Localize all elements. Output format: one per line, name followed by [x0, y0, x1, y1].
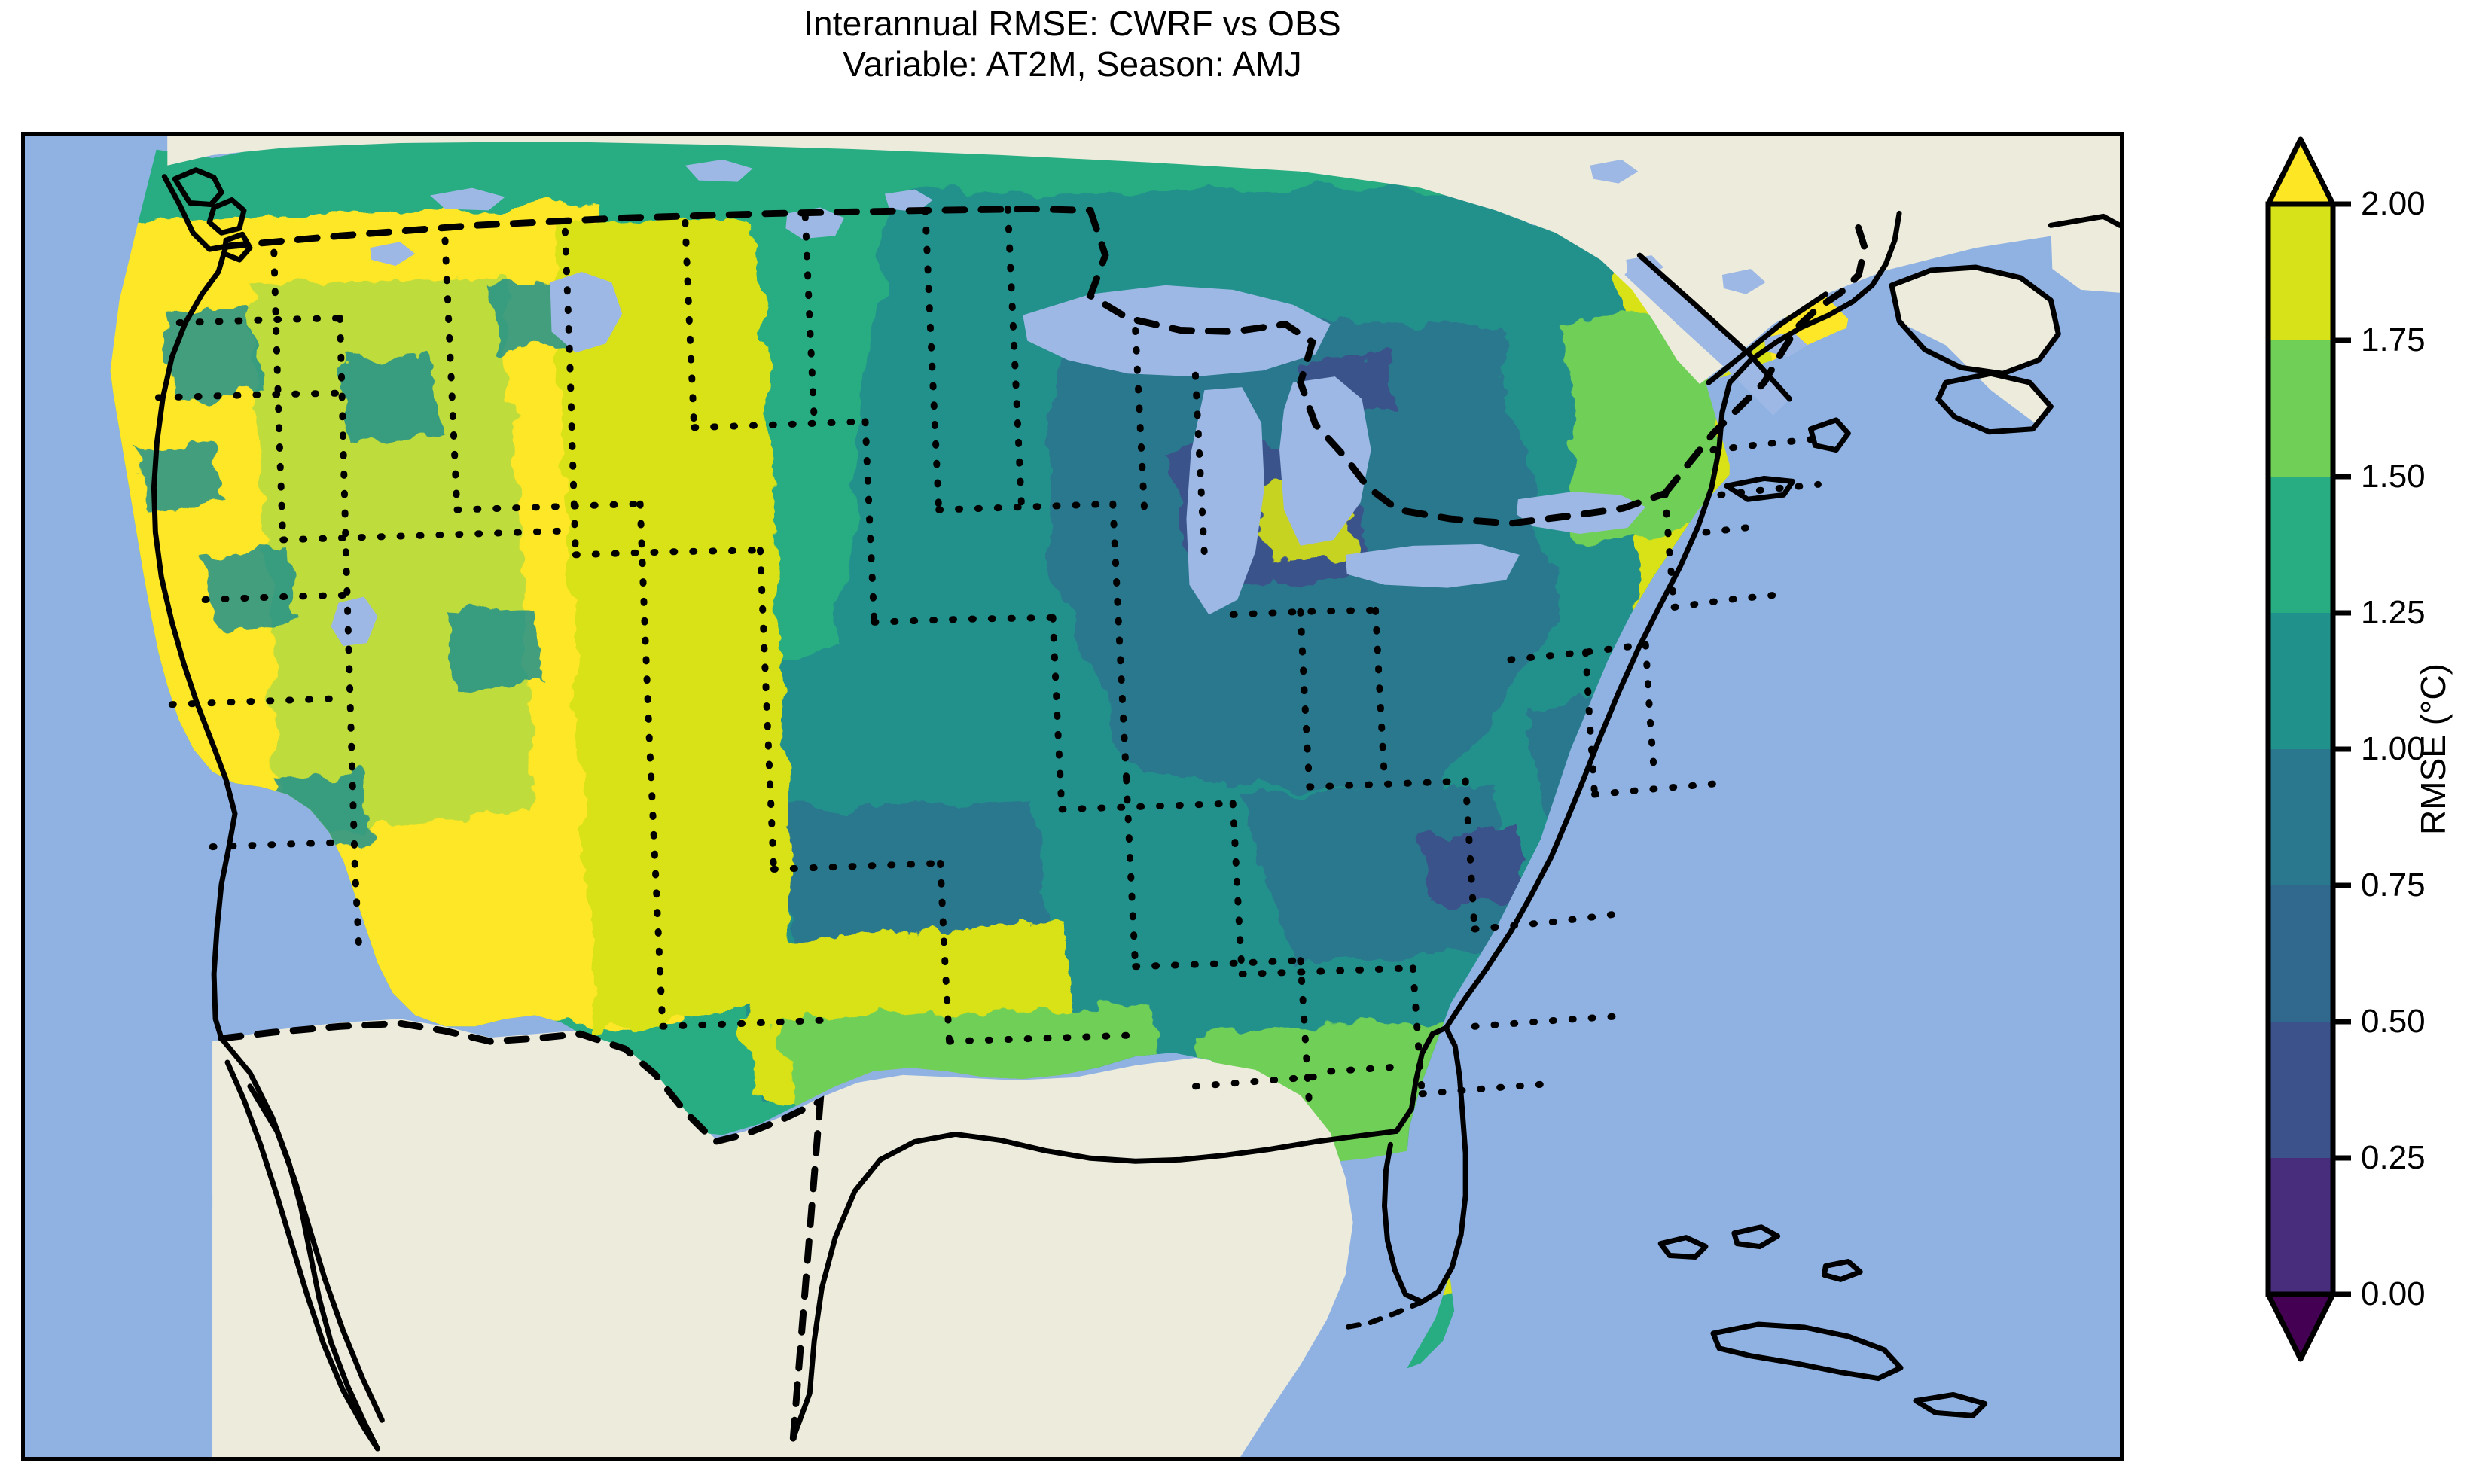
colorbar-ticks	[2333, 201, 2351, 1297]
coastlines	[151, 167, 2120, 1452]
colorbar-tick-2-00: 2.00	[2361, 185, 2426, 222]
colorbar[interactable]	[2265, 132, 2351, 1367]
colorbar-tick-labels: 2.00 1.75 1.50 1.25 1.00 0.75 0.50 0.25 …	[2361, 132, 2467, 1367]
colorbar-tick-1-00: 1.00	[2361, 730, 2426, 767]
colorbar-axis-label: RMSE (°C)	[2407, 132, 2459, 1367]
state-boundaries	[154, 205, 1822, 1113]
colorbar-extend-top	[2265, 136, 2336, 207]
map-axes	[21, 132, 2124, 1461]
colorbar-tick-0-00: 0.00	[2361, 1275, 2426, 1312]
title-line-2: Variable: AT2M, Season: AMJ	[843, 44, 1302, 84]
colorbar-bands	[2268, 204, 2333, 1294]
colorbar-tick-1-25: 1.25	[2361, 594, 2426, 631]
colorbar-tick-1-75: 1.75	[2361, 321, 2426, 358]
title-line-1: Interannual RMSE: CWRF vs OBS	[804, 4, 1341, 43]
figure-title: Interannual RMSE: CWRF vs OBS Variable: …	[0, 3, 2145, 85]
colorbar-tick-0-25: 0.25	[2361, 1139, 2426, 1176]
map-plot	[25, 136, 2120, 1457]
colorbar-extend-bottom	[2265, 1291, 2336, 1362]
great-lakes	[331, 159, 1808, 647]
colorbar-tick-0-50: 0.50	[2361, 1003, 2426, 1040]
national-borders	[218, 205, 1868, 1442]
colorbar-tick-0-75: 0.75	[2361, 867, 2426, 904]
colorbar-tick-1-50: 1.50	[2361, 458, 2426, 495]
colorbar-label-text: RMSE (°C)	[2414, 663, 2453, 835]
